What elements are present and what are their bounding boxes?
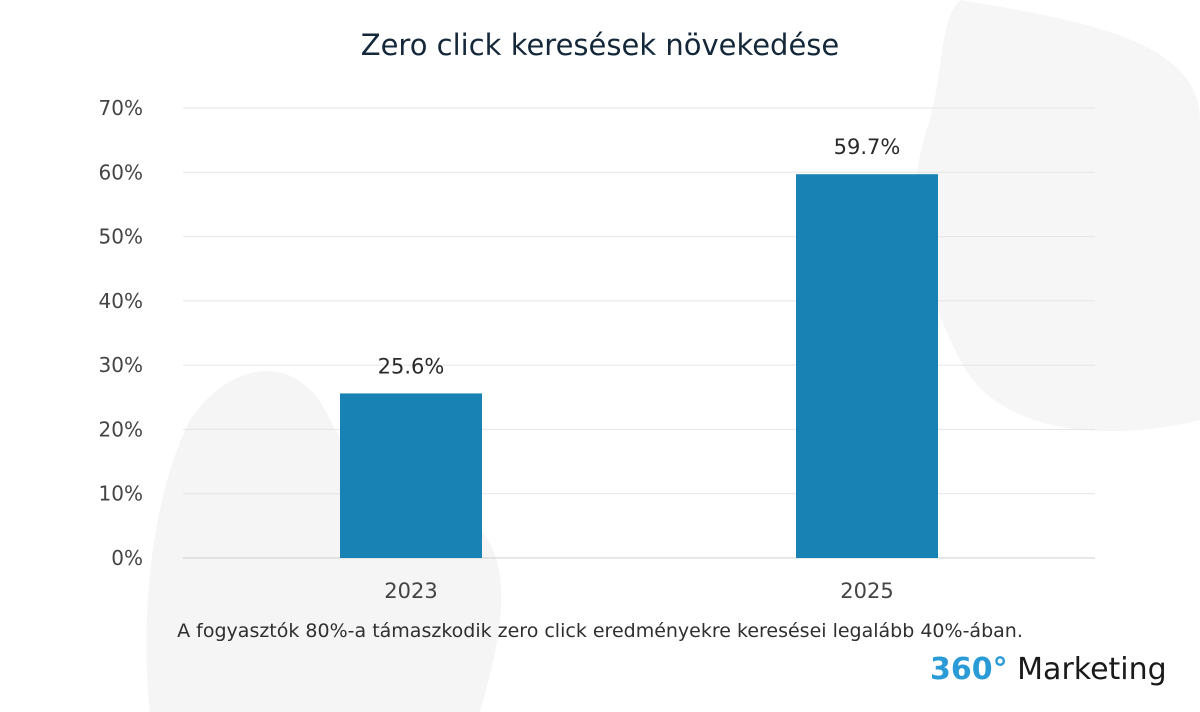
y-tick-label: 0% — [111, 546, 143, 570]
chart-caption: A fogyasztók 80%-a támaszkodik zero clic… — [177, 620, 1023, 642]
y-tick-label: 20% — [99, 417, 143, 441]
logo-number: 360° — [930, 652, 1008, 687]
y-tick-label: 50% — [99, 225, 143, 249]
data-label: 25.6% — [378, 354, 445, 378]
x-tick-label: 2023 — [384, 579, 437, 603]
bar-2025 — [796, 174, 938, 558]
logo-text: Marketing — [1017, 652, 1167, 687]
data-label: 59.7% — [834, 135, 901, 159]
x-tick-label: 2025 — [840, 579, 893, 603]
bar-2023 — [340, 393, 482, 558]
chart-title: Zero click keresések növekedése — [360, 28, 840, 62]
y-tick-label: 10% — [99, 482, 143, 506]
brand-logo: 360° Marketing — [930, 652, 1167, 687]
y-tick-label: 60% — [99, 160, 143, 184]
y-tick-label: 40% — [99, 289, 143, 313]
y-tick-label: 30% — [99, 353, 143, 377]
y-tick-label: 70% — [99, 96, 143, 120]
